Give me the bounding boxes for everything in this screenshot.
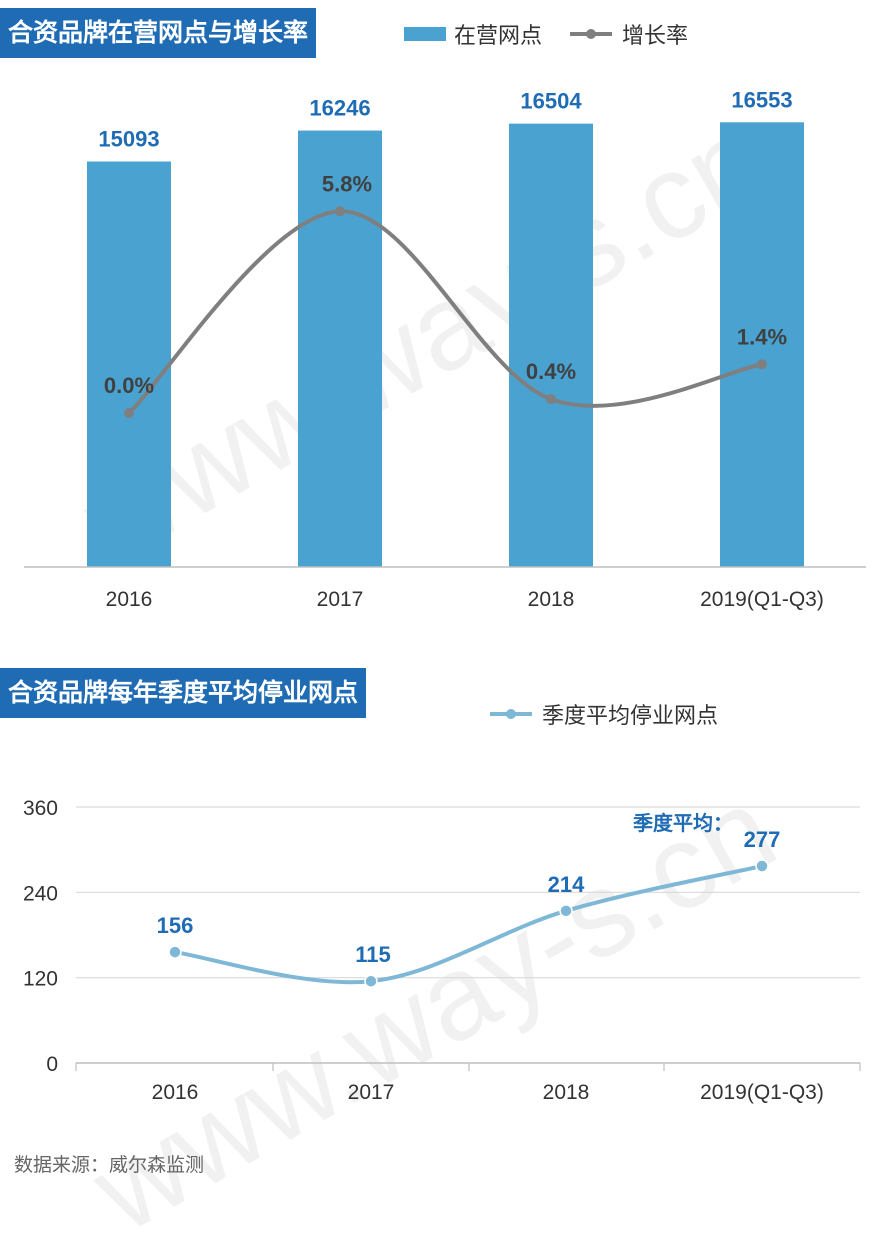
- growth-rate-point: [757, 359, 767, 370]
- growth-rate-point: [124, 408, 134, 419]
- growth-rate-label: 5.8%: [322, 171, 372, 196]
- growth-rate-label: 0.4%: [526, 359, 576, 384]
- outlet-bar-label: 16504: [520, 89, 582, 114]
- x-tick-label: 2016: [106, 588, 153, 611]
- stop-points-point: [168, 945, 182, 959]
- growth-rate-label: 0.0%: [104, 373, 154, 398]
- growth-rate-line: [127, 209, 763, 415]
- y-tick-label: 240: [23, 882, 58, 905]
- legend-bar-swatch: [404, 27, 446, 41]
- x-tick-label: 2018: [528, 588, 575, 611]
- outlet-bar-label: 16246: [309, 96, 370, 121]
- legend-line-swatch: [570, 29, 612, 39]
- x-tick-label: 2019(Q1-Q3): [700, 1081, 824, 1104]
- outlet-bar: [87, 161, 171, 567]
- legend-growth: 增长率: [568, 18, 688, 50]
- legend-stop: 季度平均停业网点: [488, 698, 718, 730]
- legend-growth-label: 增长率: [622, 24, 689, 49]
- y-tick-label: 0: [46, 1053, 58, 1076]
- source-note: 数据来源：威尔森监测: [14, 1154, 205, 1176]
- y-tick-label: 360: [23, 797, 58, 820]
- chart2-title: 合资品牌每年季度平均停业网点: [0, 668, 367, 718]
- legend-stop-label: 季度平均停业网点: [542, 704, 719, 729]
- outlet-bar-label: 16553: [731, 87, 792, 112]
- legend-outlets: 在营网点: [404, 18, 542, 50]
- outlet-bar: [720, 122, 804, 567]
- chart1-title: 合资品牌在营网点与增长率: [0, 8, 317, 58]
- growth-rate-point: [335, 206, 345, 217]
- outlet-bar-label: 15093: [98, 127, 159, 152]
- x-tick-label: 2019(Q1-Q3): [700, 588, 824, 611]
- outlet-bar: [509, 123, 593, 568]
- legend-stop-swatch: [490, 709, 532, 719]
- watermark-bottom: www.way-s.cn: [71, 761, 797, 1258]
- growth-rate-label: 1.4%: [737, 324, 787, 349]
- x-tick-label: 2018: [543, 1081, 590, 1104]
- legend-outlets-label: 在营网点: [454, 24, 543, 49]
- chart1-plot: 15093 16246 16504 16553 2016 2017 2018 2019(Q1-…: [24, 87, 866, 611]
- y-tick-label: 120: [23, 968, 58, 991]
- stop-points-label: 156: [157, 913, 194, 938]
- x-tick-label: 2017: [317, 588, 364, 611]
- growth-rate-point: [546, 394, 556, 405]
- outlet-bar: [298, 130, 382, 567]
